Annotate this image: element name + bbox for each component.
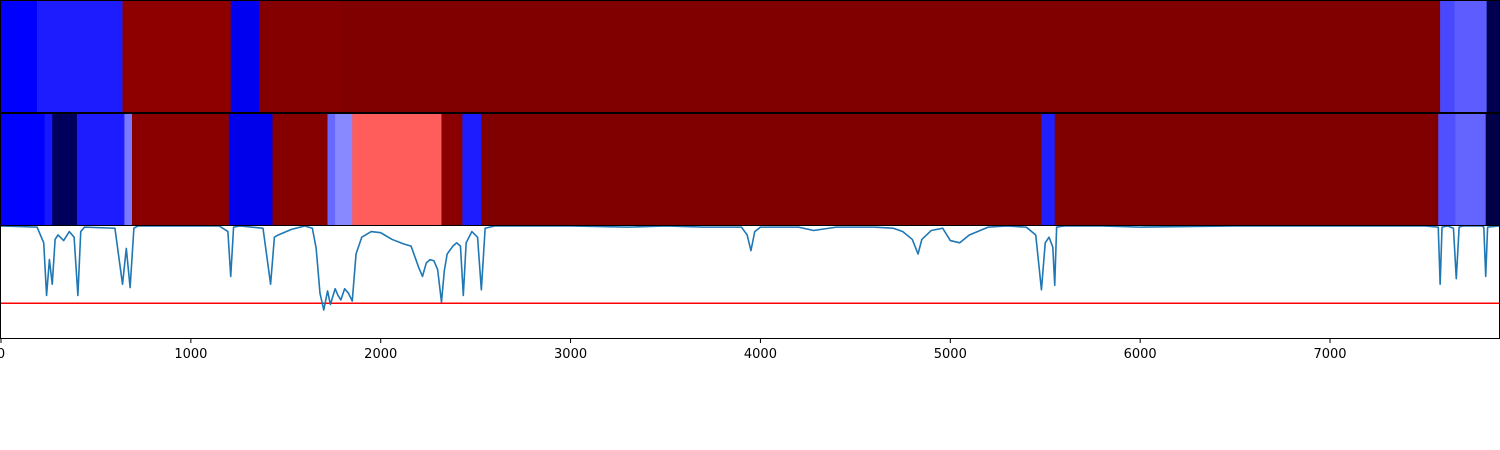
line-plot	[1, 226, 1499, 310]
x-tick-label-3: 3000	[554, 347, 587, 362]
middle-heat-segment-8	[328, 114, 336, 225]
bottom-panel-frame	[1, 226, 1500, 339]
middle-heat-segment-11	[441, 114, 462, 225]
top-heat-segment-1	[37, 1, 123, 112]
top-heat-segment-2	[123, 1, 232, 112]
middle-heat-segment-4	[124, 114, 132, 225]
top-heat-segment-0	[1, 1, 37, 112]
middle-heat-segment-0	[1, 114, 45, 225]
middle-heat-segment-14	[1041, 114, 1055, 225]
x-tick-label-5: 5000	[934, 347, 967, 362]
middle-heat-segment-9	[335, 114, 352, 225]
middle-heat-segment-6	[229, 114, 273, 225]
top-heat-segment-5	[339, 1, 1440, 112]
top-heat-segment-3	[231, 1, 260, 112]
x-tick-label-4: 4000	[744, 347, 777, 362]
middle-heat-segment-7	[273, 114, 328, 225]
x-tick-label-1: 1000	[174, 347, 207, 362]
top-heat-segment-6	[1440, 1, 1455, 112]
top-heat-segment-7	[1454, 1, 1487, 112]
middle-heat-segment-16	[1438, 114, 1455, 225]
middle-heat-segment-5	[132, 114, 229, 225]
heatmap-top	[1, 1, 1499, 112]
x-tick-label-6: 6000	[1124, 347, 1157, 362]
top-heat-segment-4	[259, 1, 339, 112]
middle-heat-segment-17	[1455, 114, 1486, 225]
series-line	[1, 226, 1499, 310]
middle-heat-segment-3	[77, 114, 125, 225]
middle-heat-segment-1	[45, 114, 53, 225]
middle-heat-segment-12	[462, 114, 481, 225]
middle-heat-segment-18	[1486, 114, 1500, 225]
x-tick-label-7: 7000	[1313, 347, 1346, 362]
x-axis: 0 1000 2000 3000 4000 5000 6000 7000	[0, 338, 1347, 362]
top-heat-segment-8	[1487, 1, 1500, 112]
heatmap-middle	[1, 114, 1499, 225]
x-tick-label-0: 0	[0, 347, 5, 362]
x-tick-label-2: 2000	[364, 347, 397, 362]
middle-heat-segment-10	[352, 114, 442, 225]
middle-heat-segment-13	[481, 114, 1041, 225]
middle-heat-segment-2	[52, 114, 77, 225]
middle-heat-segment-15	[1055, 114, 1439, 225]
